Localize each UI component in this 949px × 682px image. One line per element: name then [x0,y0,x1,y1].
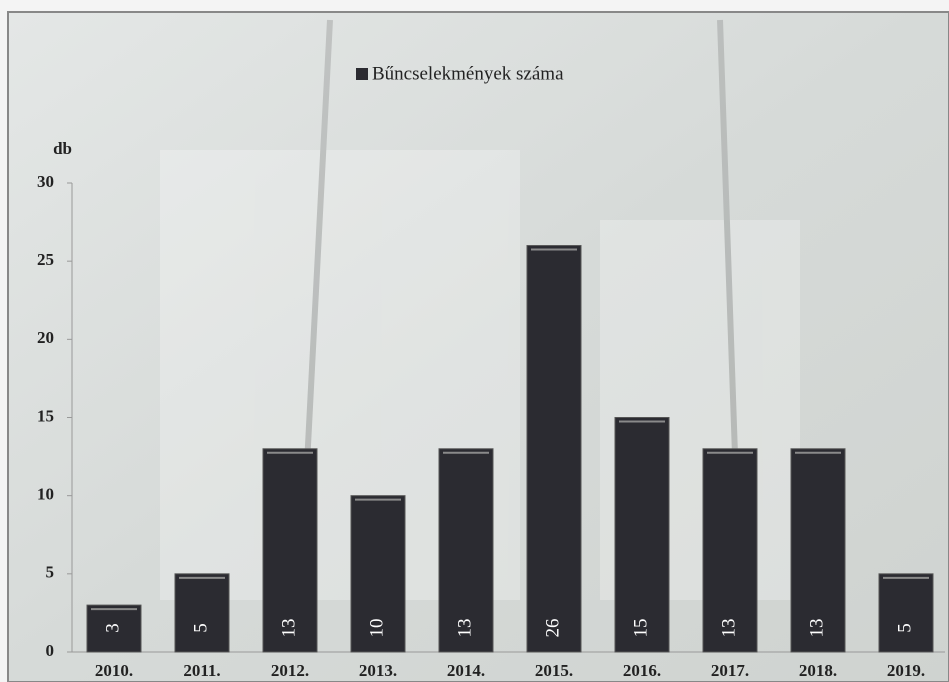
data-label: 10 [366,619,387,638]
y-tick-label: 10 [37,485,54,504]
data-label: 5 [190,623,211,633]
x-tick-label: 2018. [799,661,837,680]
bar [86,604,142,653]
data-label: 15 [630,619,651,638]
bar [526,245,582,653]
bar [702,448,758,653]
data-label: 13 [806,619,827,638]
x-tick-label: 2019. [887,661,925,680]
y-tick-label: 15 [37,406,54,425]
legend-label: Bűncselekmények száma [372,63,564,84]
x-tick-label: 2017. [711,661,749,680]
bar [790,448,846,653]
y-tick-label: 30 [37,172,54,191]
bar [438,448,494,653]
y-tick-label: 20 [37,328,54,347]
legend-swatch [356,68,368,80]
x-tick-label: 2013. [359,661,397,680]
data-label: 13 [718,619,739,638]
x-tick-label: 2014. [447,661,485,680]
data-label: 26 [542,619,563,638]
x-tick-label: 2010. [95,661,133,680]
y-tick-label: 0 [46,641,55,660]
x-tick-label: 2012. [271,661,309,680]
bar [878,573,934,653]
x-tick-label: 2016. [623,661,661,680]
y-axis-title: db [53,139,72,158]
data-label: 13 [454,619,475,638]
x-tick-label: 2015. [535,661,573,680]
data-label: 13 [278,619,299,638]
x-tick-label: 2011. [183,661,220,680]
y-tick-label: 5 [46,563,55,582]
bar [262,448,318,653]
bar [614,417,670,653]
data-label: 5 [894,623,915,633]
bar [174,573,230,653]
y-tick-label: 25 [37,250,54,269]
data-label: 3 [102,623,123,633]
bar [350,495,406,653]
